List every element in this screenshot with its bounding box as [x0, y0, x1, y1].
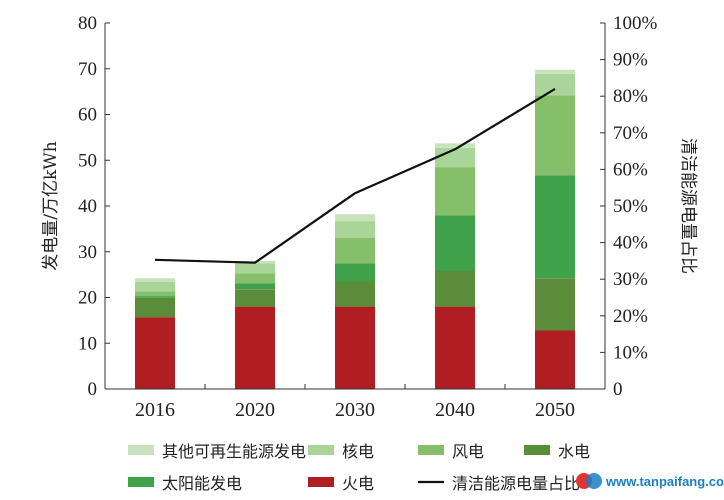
- x-tick-label: 2040: [435, 399, 475, 421]
- bar-segment: [435, 167, 475, 216]
- legend-label: 清洁能源电量占比: [452, 474, 580, 493]
- bar-segment: [235, 289, 275, 307]
- bar-segment: [435, 143, 475, 148]
- bar-segment: [335, 263, 375, 282]
- legend-item: 火电: [308, 474, 374, 493]
- legend-item: 其他可再生能源发电: [128, 442, 306, 461]
- bar-segment: [135, 291, 175, 297]
- y2-tick-label: 50%: [613, 196, 648, 217]
- axes-layer: 01020304050607080010%20%30%40%50%60%70%8…: [41, 13, 698, 421]
- bars-layer: [135, 69, 575, 389]
- bar-segment: [435, 306, 475, 389]
- bar-segment: [535, 175, 575, 279]
- bar-segment: [535, 278, 575, 331]
- y-axis-title: 发电量/万亿kWh: [41, 141, 61, 271]
- legend-label: 水电: [558, 442, 590, 461]
- y-tick-label: 10: [78, 333, 97, 354]
- watermark-text: www.tanpaifang.com: [605, 474, 724, 489]
- y2-axis-title: 清洁能源电量占比: [678, 138, 698, 274]
- bar-segment: [435, 271, 475, 307]
- bar-segment: [135, 317, 175, 389]
- x-tick-label: 2030: [335, 399, 375, 421]
- y2-tick-label: 40%: [613, 233, 648, 254]
- bar-segment: [535, 95, 575, 176]
- legend-item: 水电: [524, 442, 590, 461]
- bar-segment: [235, 306, 275, 389]
- y2-tick-label: 0: [613, 379, 623, 400]
- legend-swatch: [128, 477, 154, 487]
- y2-tick-label: 60%: [613, 159, 648, 180]
- y2-tick-label: 100%: [613, 13, 658, 34]
- y2-tick-label: 70%: [613, 123, 648, 144]
- legend-item: 核电: [308, 442, 374, 461]
- bar-segment: [235, 283, 275, 290]
- x-tick-label: 2016: [135, 399, 175, 421]
- bar-segment: [335, 214, 375, 222]
- y2-tick-label: 30%: [613, 269, 648, 290]
- bar-segment: [435, 147, 475, 168]
- watermark-dot-blue: [586, 473, 602, 489]
- x-tick-label: 2020: [235, 399, 275, 421]
- bar-segment: [335, 221, 375, 238]
- y-tick-label: 0: [88, 379, 98, 400]
- y2-tick-label: 10%: [613, 342, 648, 363]
- bar-segment: [535, 73, 575, 96]
- y2-tick-label: 80%: [613, 86, 648, 107]
- y-tick-label: 40: [78, 196, 97, 217]
- bar-segment: [335, 238, 375, 264]
- legend-label: 太阳能发电: [162, 474, 242, 493]
- legend-label: 风电: [452, 442, 484, 461]
- y-tick-label: 60: [78, 105, 97, 126]
- watermark-logo-icon: [576, 473, 602, 489]
- legend-label: 核电: [342, 442, 374, 461]
- x-tick-label: 2050: [535, 399, 575, 421]
- y2-tick-label: 20%: [613, 306, 648, 327]
- bar-segment: [335, 281, 375, 307]
- legend-swatch: [308, 477, 334, 487]
- bar-segment: [135, 298, 175, 318]
- bar-segment: [135, 296, 175, 298]
- bar-segment: [135, 278, 175, 282]
- legend-label: 火电: [342, 474, 374, 493]
- y-tick-label: 70: [78, 59, 97, 80]
- bar-segment: [535, 69, 575, 74]
- legend-swatch: [128, 445, 154, 455]
- legend-item: 风电: [418, 442, 484, 461]
- legend-item: 清洁能源电量占比: [418, 474, 580, 493]
- y-tick-label: 30: [78, 242, 97, 263]
- bar-segment: [235, 263, 275, 274]
- y-tick-label: 80: [78, 13, 97, 34]
- y-tick-label: 20: [78, 288, 97, 309]
- bar-segment: [535, 330, 575, 389]
- legend-swatch: [524, 445, 550, 455]
- legend-item: 太阳能发电: [128, 474, 242, 493]
- legend-swatch: [418, 445, 444, 455]
- y-tick-label: 50: [78, 150, 97, 171]
- legend-swatch: [308, 445, 334, 455]
- y2-tick-label: 90%: [613, 50, 648, 71]
- bar-segment: [235, 273, 275, 284]
- watermark: www.tanpaifang.com: [576, 473, 724, 489]
- bar-segment: [435, 215, 475, 271]
- bar-segment: [335, 306, 375, 389]
- bar-segment: [135, 281, 175, 292]
- legend-label: 其他可再生能源发电: [162, 442, 306, 461]
- line-layer: [154, 87, 556, 264]
